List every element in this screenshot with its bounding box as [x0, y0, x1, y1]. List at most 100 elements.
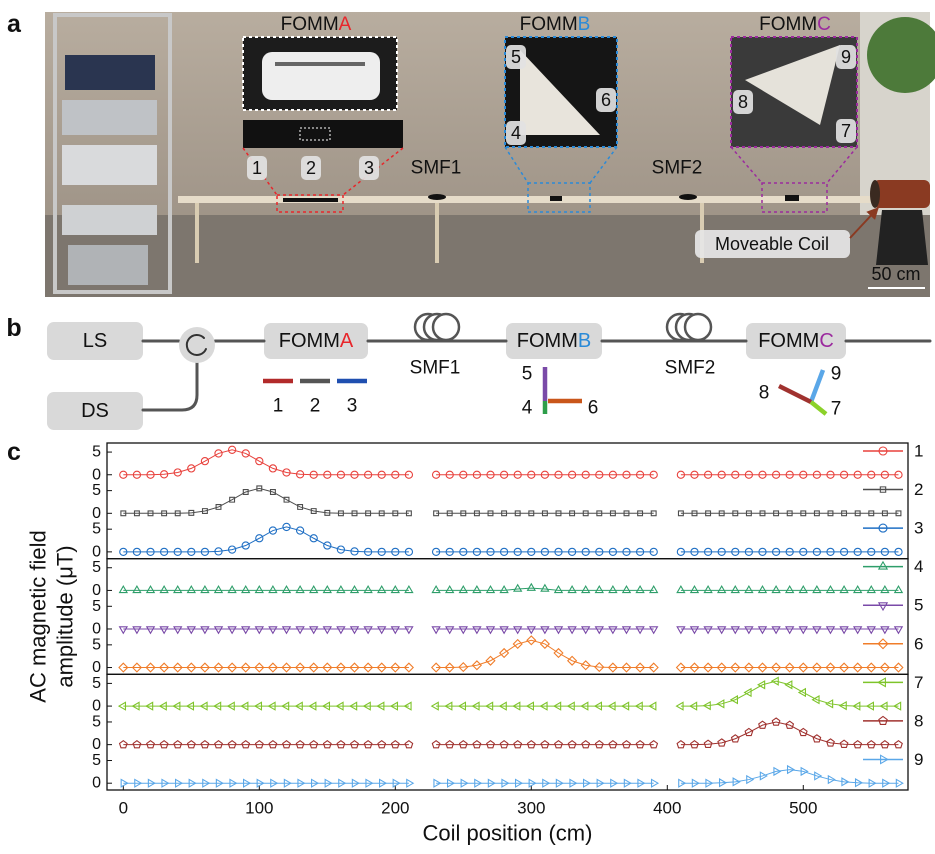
data-point: [432, 627, 439, 633]
data-point: [636, 586, 643, 592]
series-line: [123, 770, 898, 784]
module-letter: C: [819, 330, 833, 352]
legend-label: 9: [914, 750, 923, 769]
x-tick-label: 200: [381, 799, 409, 818]
data-point: [623, 586, 630, 592]
series-line: [123, 488, 898, 513]
data-point: [133, 627, 140, 633]
y-tick-label: 5: [92, 521, 101, 538]
legend-label: 4: [914, 557, 923, 576]
data-point: [188, 586, 195, 592]
data-point: [215, 627, 222, 633]
axes-frame: [107, 443, 908, 559]
data-point: [596, 627, 603, 633]
module-name: FOMM: [759, 14, 817, 35]
port-label: 3: [347, 396, 358, 417]
module-letter: C: [817, 14, 831, 35]
photo: [45, 12, 935, 297]
coil-stand: [876, 210, 928, 265]
data-point: [392, 627, 399, 633]
fiber-spool: [679, 194, 697, 200]
port-label: 1: [273, 396, 284, 417]
data-point: [840, 627, 847, 633]
instrument: [62, 100, 157, 135]
fiber-label: SMF1: [410, 358, 461, 379]
data-point: [528, 584, 535, 590]
module-name: FOMM: [520, 14, 578, 35]
data-point: [759, 586, 766, 592]
y-tick-label: 5: [92, 713, 101, 730]
data-point: [745, 627, 752, 633]
port-label: 5: [522, 364, 533, 385]
y-tick-label: 5: [92, 444, 101, 461]
port-label: 2: [310, 396, 321, 417]
legend-marker: [879, 603, 887, 610]
y-tick-label: 5: [92, 675, 101, 692]
panel-label: b: [6, 314, 21, 342]
data-point: [868, 586, 875, 592]
legend-marker: [879, 562, 887, 569]
x-tick-label: 0: [119, 799, 128, 818]
y-tick-label: 5: [92, 482, 101, 499]
data-point: [800, 627, 807, 633]
data-point: [242, 627, 249, 633]
data-point: [351, 586, 358, 592]
data-point: [718, 627, 725, 633]
data-point: [799, 689, 805, 696]
series-line: [123, 722, 898, 745]
y-tick-label: 0: [92, 698, 101, 715]
data-point: [160, 586, 167, 592]
data-point: [745, 586, 752, 592]
data-point: [813, 627, 820, 633]
data-point: [405, 586, 412, 592]
y-tick-label: 0: [92, 736, 101, 753]
data-point: [636, 627, 643, 633]
bench-leg: [435, 203, 439, 263]
data-point: [555, 627, 562, 633]
port-bar: [811, 402, 826, 414]
data-point: [337, 627, 344, 633]
y-tick-label: 0: [92, 505, 101, 522]
bench: [178, 196, 872, 203]
data-point: [147, 627, 154, 633]
data-point: [283, 627, 290, 633]
data-point: [337, 586, 344, 592]
data-point: [228, 586, 235, 592]
port-label: 5: [511, 47, 521, 67]
x-tick-label: 400: [653, 799, 681, 818]
x-tick-label: 500: [789, 799, 817, 818]
x-axis-label: Coil position (cm): [423, 821, 593, 846]
module-label: FOMMA: [281, 14, 352, 35]
bench-leg: [195, 203, 199, 263]
data-point: [242, 586, 249, 592]
coil-end: [870, 180, 880, 208]
data-point: [487, 586, 494, 592]
data-point: [827, 586, 834, 592]
data-point: [718, 586, 725, 592]
legend-label: 5: [914, 596, 923, 615]
data-point: [133, 586, 140, 592]
data-point: [215, 586, 222, 592]
axes-frame: [107, 559, 908, 675]
y-tick-label: 5: [92, 598, 101, 615]
module-letter: B: [578, 330, 591, 352]
port-label: 7: [831, 399, 842, 420]
port-bar: [779, 386, 811, 402]
data-point: [446, 627, 453, 633]
data-point: [269, 627, 276, 633]
circulator: [179, 327, 215, 363]
data-point: [324, 627, 331, 633]
port-bar: [811, 370, 823, 402]
data-point: [568, 627, 575, 633]
data-point: [296, 627, 303, 633]
device: [283, 198, 338, 202]
module-name: FOMM: [281, 14, 339, 35]
data-point: [732, 586, 739, 592]
data-point: [677, 627, 684, 633]
data-point: [609, 627, 616, 633]
data-point: [582, 627, 589, 633]
data-point: [120, 586, 127, 592]
y-tick-label: 5: [92, 559, 101, 576]
y-tick-label: 0: [92, 659, 101, 676]
data-point: [528, 627, 535, 633]
